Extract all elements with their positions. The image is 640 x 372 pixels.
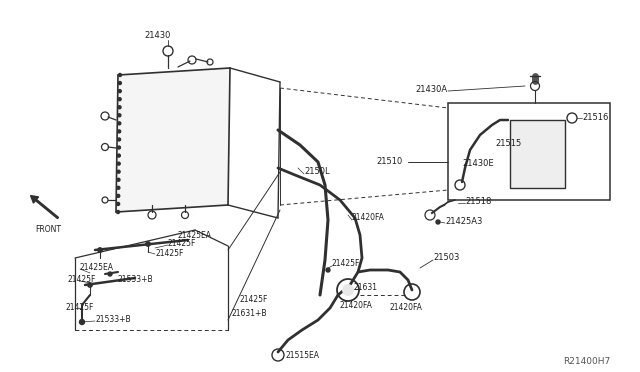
Circle shape xyxy=(116,195,120,198)
Text: 21518: 21518 xyxy=(465,198,492,206)
Circle shape xyxy=(88,283,92,287)
Circle shape xyxy=(108,272,112,276)
Circle shape xyxy=(342,284,354,296)
Text: 21425EA: 21425EA xyxy=(178,231,212,240)
Bar xyxy=(510,120,565,188)
FancyArrow shape xyxy=(31,196,58,219)
Circle shape xyxy=(116,202,120,205)
Text: 21516: 21516 xyxy=(582,113,609,122)
Text: 21425F: 21425F xyxy=(155,248,184,257)
Text: 21425F: 21425F xyxy=(68,276,97,285)
Text: FRONT: FRONT xyxy=(35,225,61,234)
Text: 21425F: 21425F xyxy=(168,240,196,248)
Bar xyxy=(448,103,610,200)
Circle shape xyxy=(118,106,121,109)
Circle shape xyxy=(326,268,330,272)
Circle shape xyxy=(118,74,122,77)
Text: 21515: 21515 xyxy=(495,138,521,148)
Text: 21430E: 21430E xyxy=(462,158,493,167)
Text: 21425A3: 21425A3 xyxy=(445,218,483,227)
Text: R21400H7: R21400H7 xyxy=(563,357,610,366)
Circle shape xyxy=(118,81,122,84)
Text: 21425EA: 21425EA xyxy=(80,263,114,273)
Text: 2150L: 2150L xyxy=(304,167,330,176)
Circle shape xyxy=(118,146,120,149)
Polygon shape xyxy=(75,230,228,330)
Circle shape xyxy=(118,122,121,125)
Circle shape xyxy=(117,178,120,181)
Text: 21533+B: 21533+B xyxy=(95,315,131,324)
Text: 21420FA: 21420FA xyxy=(340,301,373,310)
Text: 21631+B: 21631+B xyxy=(232,308,268,317)
Circle shape xyxy=(118,138,120,141)
Circle shape xyxy=(118,98,121,101)
Circle shape xyxy=(118,90,121,93)
Circle shape xyxy=(117,154,120,157)
Text: 21425F: 21425F xyxy=(65,304,93,312)
Circle shape xyxy=(118,130,121,133)
Circle shape xyxy=(117,186,120,189)
Circle shape xyxy=(117,162,120,165)
Polygon shape xyxy=(116,68,230,212)
Text: 21510: 21510 xyxy=(376,157,403,167)
Text: 21420FA: 21420FA xyxy=(352,214,385,222)
Text: 21533+B: 21533+B xyxy=(118,276,154,285)
Circle shape xyxy=(98,248,102,252)
Text: 21430A: 21430A xyxy=(416,86,448,94)
Circle shape xyxy=(118,114,121,117)
Text: 21631: 21631 xyxy=(354,282,378,292)
Text: 21430: 21430 xyxy=(145,32,171,41)
Circle shape xyxy=(116,211,120,214)
Text: 21425F: 21425F xyxy=(240,295,268,305)
Text: 21425F: 21425F xyxy=(332,260,360,269)
Text: 21420FA: 21420FA xyxy=(390,304,423,312)
Circle shape xyxy=(146,242,150,246)
Text: 21515EA: 21515EA xyxy=(285,352,319,360)
Circle shape xyxy=(436,220,440,224)
Circle shape xyxy=(117,170,120,173)
Text: 21503: 21503 xyxy=(433,253,460,263)
Circle shape xyxy=(79,320,84,324)
